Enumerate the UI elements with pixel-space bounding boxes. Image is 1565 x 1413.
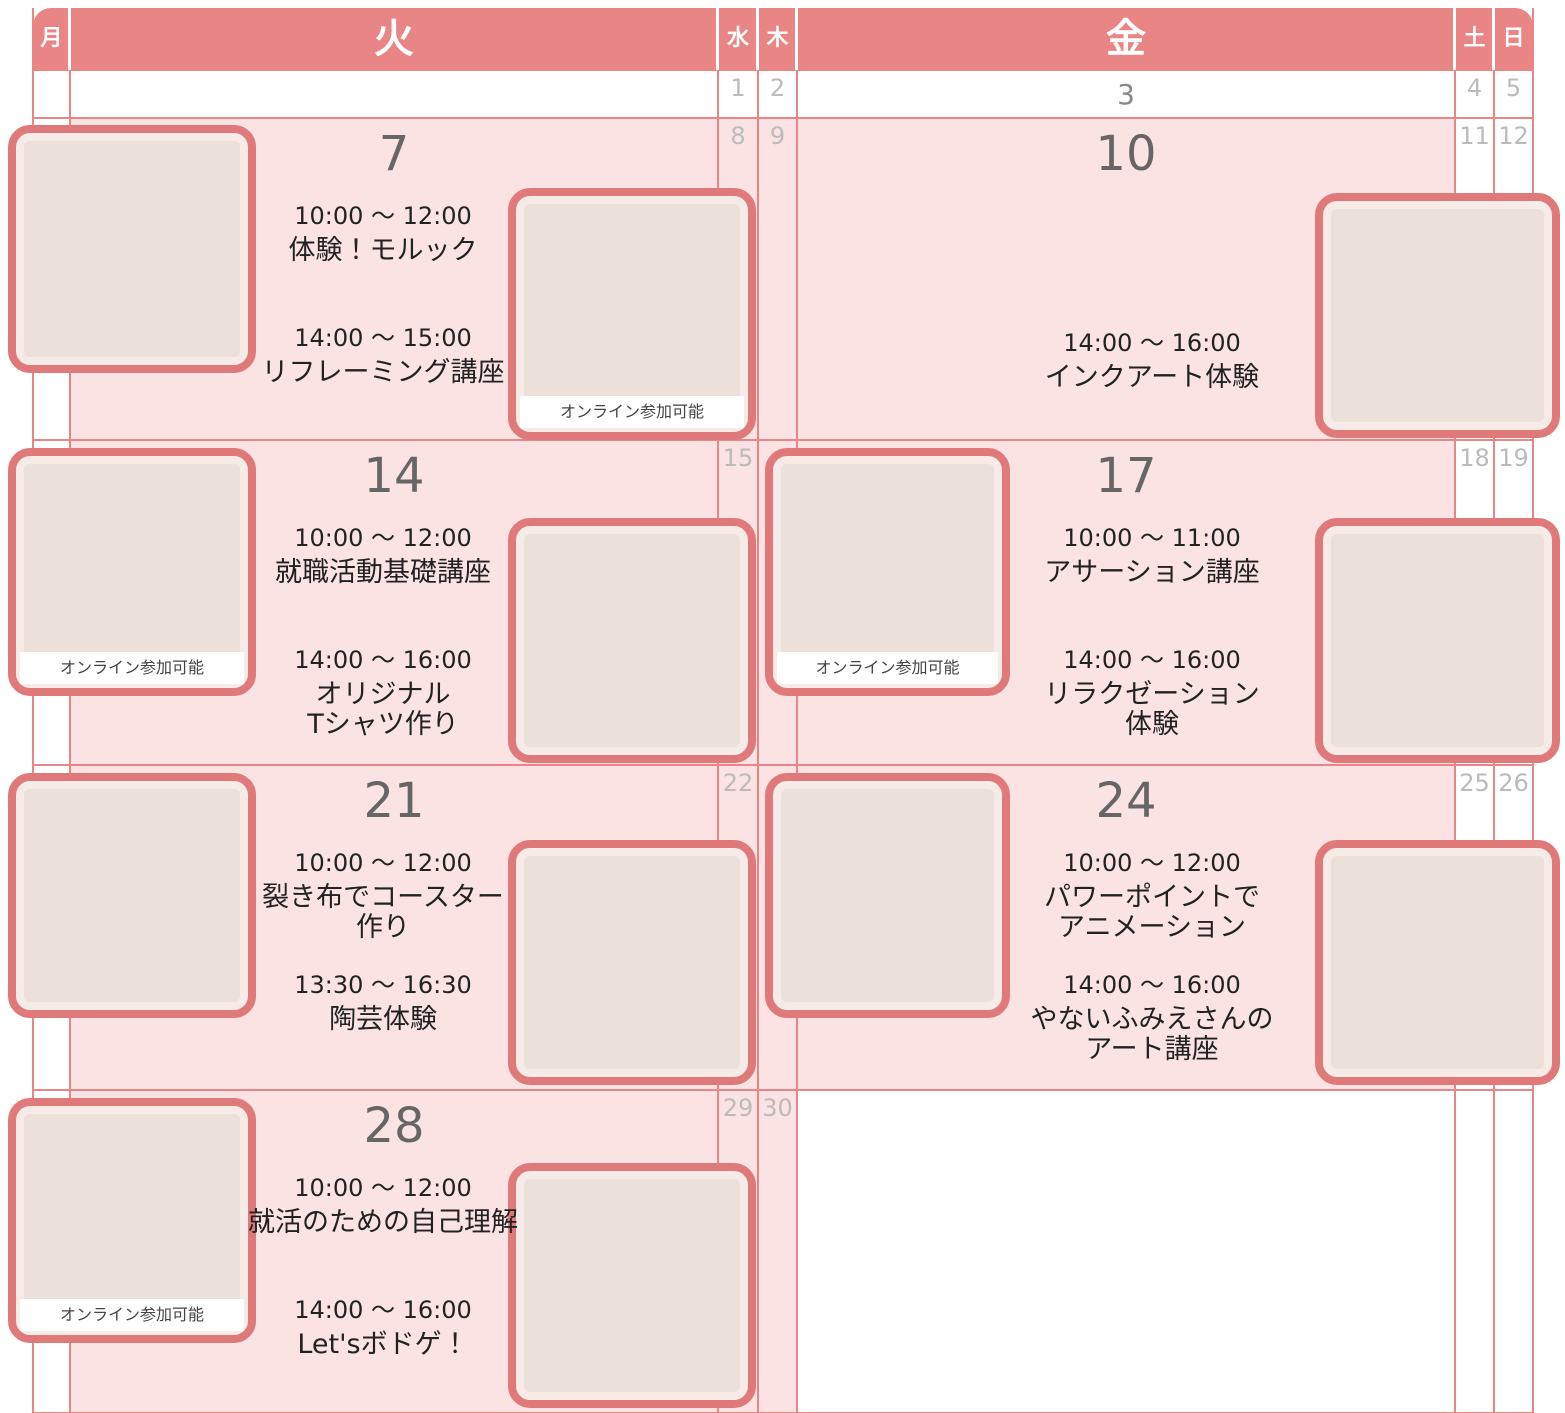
- session-title: リラクゼーション: [1044, 679, 1260, 710]
- image-placeholder: [1331, 856, 1544, 1069]
- grid-line: [33, 764, 1533, 766]
- image-placeholder: [781, 464, 994, 680]
- grid-line: [33, 1089, 1533, 1091]
- session-title: 陶芸体験: [329, 1004, 437, 1035]
- session-time: 10:00 〜 11:00: [1063, 524, 1241, 552]
- day-label: 金: [1106, 16, 1146, 62]
- session-time: 10:00 〜 12:00: [1063, 849, 1241, 877]
- header-bar: [33, 8, 1533, 70]
- day-label: 日: [1502, 26, 1525, 51]
- image-caption: オンライン参加可能: [20, 652, 244, 684]
- grid-line: [32, 8, 34, 1413]
- date-number: 26: [1498, 769, 1529, 797]
- session-title: 就活のための自己理解: [248, 1207, 518, 1238]
- date-number: 24: [1095, 773, 1157, 829]
- session-title: インクアート体験: [1044, 362, 1260, 393]
- date-number: 8: [730, 122, 746, 150]
- session-title: アサーション講座: [1044, 557, 1260, 588]
- session-time: 14:00 〜 15:00: [294, 324, 472, 352]
- image-placeholder: [24, 141, 240, 357]
- session-title: オリジナル: [315, 679, 451, 710]
- date-number: 19: [1498, 444, 1529, 472]
- grid-line: [33, 117, 1533, 119]
- date-number: 1: [730, 74, 746, 102]
- image-placeholder: [24, 464, 240, 680]
- session-title: アニメーション: [1058, 912, 1246, 943]
- date-number: 22: [722, 769, 754, 797]
- grid-line: [69, 8, 71, 1413]
- session-title: Let'sボドゲ！: [297, 1329, 469, 1360]
- session-time: 10:00 〜 12:00: [294, 849, 472, 877]
- header-sep: [716, 8, 719, 70]
- session-time: 13:30 〜 16:30: [294, 971, 472, 999]
- grid-line: [757, 8, 759, 1413]
- image-placeholder: [781, 789, 994, 1002]
- image-placeholder: [1331, 534, 1544, 747]
- header-sep: [68, 8, 71, 70]
- image-caption: オンライン参加可能: [777, 652, 998, 684]
- session-title: 作り: [356, 912, 410, 943]
- date-number: 25: [1459, 769, 1490, 797]
- day-label: 火: [374, 16, 414, 62]
- header-sep: [1453, 8, 1456, 70]
- grid-line: [33, 439, 1533, 441]
- session-title: 就職活動基礎講座: [275, 557, 491, 588]
- date-number: 30: [762, 1094, 793, 1122]
- date-number: 2: [769, 74, 786, 102]
- header-sep: [795, 8, 798, 70]
- day-label: 月: [40, 26, 63, 51]
- session-time: 10:00 〜 12:00: [294, 524, 472, 552]
- session-title: Tシャツ作り: [307, 709, 459, 740]
- header-sep: [1492, 8, 1495, 70]
- date-number: 10: [1095, 126, 1157, 182]
- session-time: 10:00 〜 12:00: [294, 202, 472, 230]
- date-number: 14: [363, 448, 425, 504]
- session-time: 14:00 〜 16:00: [1063, 329, 1241, 357]
- session-time: 14:00 〜 16:00: [1063, 646, 1241, 674]
- image-placeholder: [1331, 209, 1544, 422]
- date-number: 9: [769, 122, 786, 150]
- date-number: 28: [363, 1098, 425, 1154]
- day-label: 土: [1463, 26, 1486, 51]
- session-title: アート講座: [1085, 1034, 1219, 1065]
- date-number: 17: [1095, 448, 1157, 504]
- image-placeholder: [524, 534, 740, 747]
- date-number: 3: [1117, 78, 1135, 111]
- date-number: 11: [1459, 122, 1490, 150]
- day-label: 水: [726, 26, 749, 51]
- image-placeholder: [524, 1179, 740, 1392]
- session-title: 体験: [1125, 709, 1179, 740]
- date-number: 18: [1459, 444, 1490, 472]
- image-placeholder: [524, 856, 740, 1069]
- grid-line: [796, 8, 798, 1413]
- session-title: パワーポイントで: [1044, 882, 1260, 913]
- image-caption: オンライン参加可能: [20, 1299, 244, 1331]
- day-label: 木: [766, 26, 789, 51]
- date-number: 12: [1498, 122, 1529, 150]
- image-placeholder: [24, 1114, 240, 1327]
- date-number: 15: [722, 444, 754, 472]
- date-number: 7: [378, 126, 410, 182]
- session-time: 14:00 〜 16:00: [294, 1296, 472, 1324]
- date-number: 21: [363, 773, 425, 829]
- session-time: 14:00 〜 16:00: [1063, 971, 1241, 999]
- session-title: 裂き布でコースター: [262, 882, 504, 913]
- date-number: 4: [1466, 74, 1483, 102]
- image-placeholder: [524, 204, 740, 424]
- image-caption: オンライン参加可能: [520, 396, 744, 428]
- session-time: 10:00 〜 12:00: [294, 1174, 472, 1202]
- session-title: 体験！モルック: [288, 235, 478, 266]
- session-title: リフレーミング講座: [261, 357, 505, 388]
- date-number: 29: [722, 1094, 754, 1122]
- grid-line: [33, 69, 1533, 71]
- header-sep: [756, 8, 759, 70]
- session-time: 14:00 〜 16:00: [294, 646, 472, 674]
- image-placeholder: [24, 789, 240, 1002]
- session-title: やないふみえさんの: [1030, 1004, 1274, 1035]
- date-number: 5: [1505, 74, 1522, 102]
